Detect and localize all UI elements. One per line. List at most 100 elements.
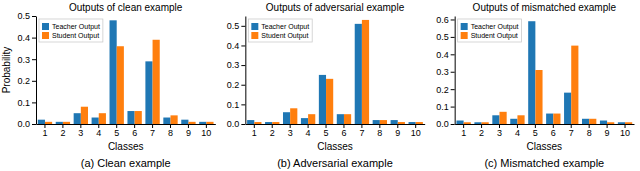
bar — [528, 21, 535, 124]
caption: (a) Clean example — [81, 157, 171, 169]
tick-label: 0.5 — [17, 11, 30, 21]
tick-label: 3 — [497, 128, 502, 138]
tick-label: 9 — [395, 128, 400, 138]
tick-mark — [32, 81, 36, 82]
tick-label: 0.0 — [227, 119, 240, 129]
title: Outputs of mismatched example — [473, 2, 617, 13]
tick-mark — [451, 54, 455, 55]
bar — [510, 119, 517, 124]
y-tick: 0.4 — [227, 41, 246, 51]
bar — [373, 120, 380, 124]
legend-label: Student Output — [52, 32, 99, 40]
bar — [535, 70, 542, 124]
x-tick: 10 — [411, 124, 421, 138]
y-tick: 0.3 — [436, 67, 455, 77]
tick-label: 0.0 — [436, 119, 449, 129]
x-tick: 7 — [359, 124, 364, 138]
legend: Teacher OutputStudent Output — [248, 19, 312, 42]
tick-label: 2 — [270, 128, 275, 138]
legend-box — [248, 19, 312, 42]
x-tick: 4 — [96, 124, 101, 138]
bar — [181, 120, 188, 124]
axis-line — [36, 17, 37, 125]
x-label: Classes — [108, 141, 144, 152]
tick-label: 5 — [114, 128, 119, 138]
tick-label: 8 — [377, 128, 382, 138]
tick-label: 9 — [186, 128, 191, 138]
y-tick: 0.4 — [436, 50, 455, 60]
caption: (c) Mismatched example — [484, 157, 604, 169]
bar — [582, 119, 589, 124]
bar — [589, 119, 596, 124]
bar — [171, 115, 178, 124]
x-tick: 1 — [461, 124, 466, 138]
bar — [409, 122, 416, 124]
bar — [127, 111, 134, 124]
y-axis: 0.00.10.20.30.40.5 — [17, 11, 36, 129]
tick-label: 4 — [515, 128, 520, 138]
y-tick: 0.0 — [436, 119, 455, 129]
y-tick: 0.6 — [436, 15, 455, 25]
title: Outputs of adversarial example — [266, 2, 405, 13]
bar — [38, 120, 45, 124]
tick-label: 8 — [587, 128, 592, 138]
x-tick: 6 — [551, 124, 556, 138]
tick-label: 5 — [324, 128, 329, 138]
bar — [153, 40, 160, 124]
tick-label: 2 — [479, 128, 484, 138]
tick-label: 0.6 — [436, 15, 449, 25]
tick-mark — [451, 72, 455, 73]
bar — [337, 114, 344, 124]
tick-mark — [32, 59, 36, 60]
tick-label: 2 — [60, 128, 65, 138]
x-tick: 3 — [288, 124, 293, 138]
tick-label: 0.4 — [227, 41, 240, 51]
y-tick: 0.5 — [436, 32, 455, 42]
bar — [456, 121, 463, 124]
x-label: Classes — [317, 141, 353, 152]
x-tick: 9 — [395, 124, 400, 138]
tick-label: 1 — [42, 128, 47, 138]
bar — [571, 46, 578, 124]
bar — [110, 20, 117, 124]
y-tick: 0.2 — [227, 80, 246, 90]
tick-label: 5 — [533, 128, 538, 138]
tick-mark — [451, 89, 455, 90]
bar — [618, 122, 625, 124]
bar — [326, 79, 333, 124]
tick-label: 6 — [551, 128, 556, 138]
tick-mark — [32, 124, 36, 125]
tick-label: 10 — [411, 128, 421, 138]
tick-label: 0.5 — [227, 21, 240, 31]
bar — [482, 122, 489, 124]
bar — [416, 122, 423, 124]
x-tick: 3 — [497, 124, 502, 138]
bar — [290, 108, 297, 124]
bar — [500, 112, 507, 124]
x-tick: 3 — [78, 124, 83, 138]
bar — [56, 122, 63, 124]
tick-label: 0.2 — [436, 85, 449, 95]
tick-mark — [451, 37, 455, 38]
tick-label: 1 — [252, 128, 257, 138]
bar — [319, 75, 326, 124]
tick-label: 4 — [96, 128, 101, 138]
x-tick: 9 — [605, 124, 610, 138]
bar — [117, 46, 124, 124]
x-tick: 4 — [515, 124, 520, 138]
x-tick: 8 — [587, 124, 592, 138]
legend-swatch — [42, 23, 49, 30]
bar — [45, 122, 52, 124]
legend-swatch — [42, 32, 49, 39]
x-tick: 5 — [114, 124, 119, 138]
bar — [355, 24, 362, 124]
bar — [380, 120, 387, 124]
bar — [517, 115, 524, 124]
tick-label: 4 — [306, 128, 311, 138]
axis-line — [455, 17, 456, 125]
x-tick: 5 — [324, 124, 329, 138]
legend: Teacher OutputStudent Output — [458, 19, 522, 42]
x-tick: 2 — [60, 124, 65, 138]
bar — [135, 111, 142, 124]
y-axis: 0.00.10.20.30.40.50.6 — [436, 15, 455, 130]
